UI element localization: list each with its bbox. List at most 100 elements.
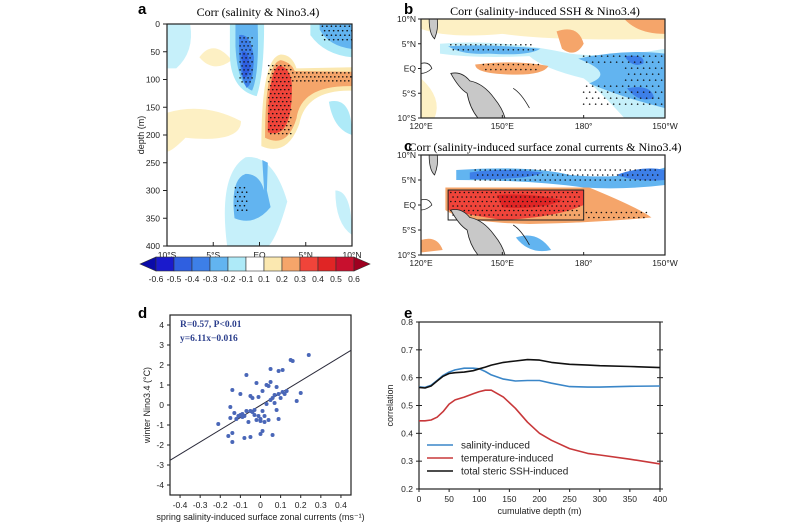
significance-dot (513, 209, 515, 212)
significance-dot (657, 97, 660, 99)
significance-dot (289, 132, 292, 135)
significance-dot (501, 214, 504, 216)
significance-dot (646, 174, 649, 176)
significance-dot (510, 43, 512, 46)
significance-dot (279, 80, 282, 83)
significance-dot (271, 72, 274, 75)
data-point (268, 367, 273, 371)
significance-dot (504, 179, 507, 181)
significance-dot (630, 55, 633, 57)
significance-dot (492, 63, 495, 66)
significance-dot (269, 84, 272, 87)
y-tick-label: 400 (146, 241, 160, 251)
significance-dot (506, 196, 508, 198)
significance-dot (562, 200, 565, 203)
significance-dot (576, 191, 578, 194)
significance-dot (642, 67, 645, 69)
data-point (274, 385, 279, 389)
significance-dot (287, 64, 290, 67)
significance-dot (312, 72, 314, 74)
significance-dot (642, 55, 645, 57)
colorbar-label: 0.1 (258, 274, 270, 284)
significance-dot (269, 100, 272, 103)
y-tick-label: EQ (404, 64, 417, 74)
significance-dot (621, 97, 624, 99)
significance-dot (648, 79, 651, 81)
significance-dot (241, 191, 243, 194)
significance-dot (639, 169, 642, 171)
panel-c-contour-map (420, 154, 665, 256)
significance-dot (245, 41, 247, 43)
significance-dot (525, 43, 527, 46)
significance-dot (559, 179, 562, 181)
significance-dot (544, 191, 547, 194)
significance-dot (279, 88, 282, 91)
significance-dot (660, 91, 663, 93)
significance-dot (476, 174, 479, 176)
y-tick-label: 5°S (402, 88, 416, 98)
significance-dot (236, 191, 239, 194)
panel-e: e 0 50 100 150 200 250 300 350 400 0.2 0.3 0.4 0.5 0.… (385, 305, 667, 516)
significance-dot (267, 120, 270, 123)
data-point (248, 409, 253, 413)
colorbar-label: -0.4 (185, 274, 200, 284)
significance-dot (245, 49, 247, 51)
data-point (230, 431, 235, 435)
colorbar-label: -0.2 (221, 274, 236, 284)
significance-dot (277, 92, 280, 95)
significance-dot (283, 120, 286, 123)
significance-dot (480, 43, 482, 46)
data-point (250, 396, 255, 400)
significance-dot (509, 179, 512, 181)
significance-dot (567, 209, 569, 212)
significance-dot (579, 169, 582, 171)
significance-dot (470, 205, 472, 207)
significance-dot (535, 200, 538, 203)
significance-dot (241, 73, 243, 75)
significance-dot (524, 196, 526, 198)
significance-dot (558, 200, 560, 203)
significance-dot (300, 72, 302, 74)
significance-dot (654, 67, 657, 69)
significance-dot (551, 174, 554, 176)
significance-dot (534, 179, 537, 181)
significance-dot (486, 174, 489, 176)
significance-dot (499, 200, 502, 203)
data-point (294, 399, 299, 403)
significance-dot (271, 120, 274, 123)
significance-dot (494, 179, 497, 181)
significance-dot (660, 67, 663, 69)
significance-dot (603, 216, 605, 219)
contour-region (267, 65, 292, 134)
significance-dot (281, 116, 284, 119)
significance-dot (251, 53, 253, 55)
significance-dot (479, 169, 482, 171)
significance-dot (267, 88, 270, 91)
data-point (230, 388, 235, 392)
significance-dot (636, 103, 639, 105)
significance-dot (350, 76, 352, 78)
significance-dot (597, 85, 600, 87)
significance-dot (585, 97, 588, 99)
significance-dot (546, 196, 549, 198)
significance-dot (648, 91, 651, 93)
significance-dot (585, 85, 588, 87)
data-point (306, 353, 311, 357)
significance-dot (470, 196, 472, 198)
y-tick-label: 5°S (402, 225, 416, 235)
significance-dot (624, 67, 627, 69)
significance-dot (571, 209, 574, 212)
significance-dot (522, 48, 525, 51)
x-tick-label: 10°N (343, 250, 362, 260)
x-tick-label: -0.2 (213, 500, 228, 510)
significance-dot (600, 103, 603, 105)
significance-dot (515, 196, 517, 198)
significance-dot (247, 37, 249, 39)
significance-dot (289, 100, 292, 103)
y-tick-label: 200 (146, 130, 160, 140)
significance-dot (510, 196, 513, 198)
significance-dot (504, 169, 507, 171)
significance-dot (615, 211, 618, 214)
significance-dot (339, 34, 342, 37)
